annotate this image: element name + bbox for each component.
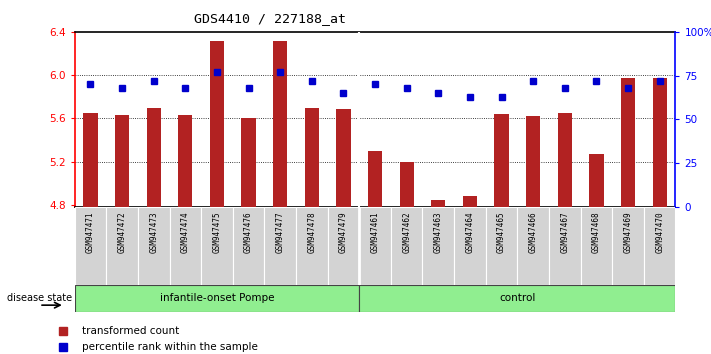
Bar bbox=[391, 207, 422, 285]
Bar bbox=[368, 151, 383, 207]
Bar bbox=[273, 40, 287, 207]
Text: disease state: disease state bbox=[7, 293, 73, 303]
Text: GSM947465: GSM947465 bbox=[497, 211, 506, 253]
Bar bbox=[494, 114, 508, 207]
Text: GSM947470: GSM947470 bbox=[655, 211, 664, 253]
Text: GSM947478: GSM947478 bbox=[307, 211, 316, 253]
Bar bbox=[264, 207, 296, 285]
Bar bbox=[115, 115, 129, 207]
Bar bbox=[210, 40, 224, 207]
Bar bbox=[305, 108, 319, 207]
Bar bbox=[454, 207, 486, 285]
Text: control: control bbox=[499, 293, 535, 303]
Bar bbox=[422, 207, 454, 285]
Bar bbox=[653, 78, 667, 207]
Bar bbox=[518, 207, 549, 285]
Text: GSM947466: GSM947466 bbox=[529, 211, 538, 253]
Bar bbox=[328, 207, 359, 285]
Text: GSM947461: GSM947461 bbox=[370, 211, 380, 253]
Bar bbox=[232, 207, 264, 285]
Bar bbox=[621, 78, 635, 207]
Text: GSM947464: GSM947464 bbox=[466, 211, 474, 253]
Bar bbox=[242, 118, 256, 207]
Bar bbox=[557, 113, 572, 207]
Text: GSM947462: GSM947462 bbox=[402, 211, 411, 253]
Text: infantile-onset Pompe: infantile-onset Pompe bbox=[160, 293, 274, 303]
Bar bbox=[75, 285, 359, 312]
Bar bbox=[106, 207, 138, 285]
Text: GSM947467: GSM947467 bbox=[560, 211, 570, 253]
Text: GSM947477: GSM947477 bbox=[276, 211, 284, 253]
Bar bbox=[75, 207, 106, 285]
Bar bbox=[589, 154, 604, 207]
Bar bbox=[486, 207, 518, 285]
Text: GSM947474: GSM947474 bbox=[181, 211, 190, 253]
Bar bbox=[178, 115, 193, 207]
Bar bbox=[296, 207, 328, 285]
Bar bbox=[612, 207, 644, 285]
Text: GSM947469: GSM947469 bbox=[624, 211, 633, 253]
Bar bbox=[336, 109, 351, 207]
Bar bbox=[169, 207, 201, 285]
Text: GSM947475: GSM947475 bbox=[213, 211, 221, 253]
Text: GSM947471: GSM947471 bbox=[86, 211, 95, 253]
Bar bbox=[201, 207, 232, 285]
Text: GSM947479: GSM947479 bbox=[339, 211, 348, 253]
Bar bbox=[644, 207, 675, 285]
Bar bbox=[431, 200, 445, 207]
Bar bbox=[146, 108, 161, 207]
Bar bbox=[400, 162, 414, 207]
Bar bbox=[83, 113, 97, 207]
Bar bbox=[549, 207, 581, 285]
Bar bbox=[359, 207, 391, 285]
Text: GSM947476: GSM947476 bbox=[244, 211, 253, 253]
Text: transformed count: transformed count bbox=[82, 326, 180, 336]
Bar bbox=[526, 116, 540, 207]
Bar bbox=[463, 196, 477, 207]
Text: percentile rank within the sample: percentile rank within the sample bbox=[82, 342, 258, 352]
Text: GSM947468: GSM947468 bbox=[592, 211, 601, 253]
Bar bbox=[138, 207, 169, 285]
Bar bbox=[359, 285, 675, 312]
Bar bbox=[581, 207, 612, 285]
Text: GSM947463: GSM947463 bbox=[434, 211, 443, 253]
Text: GDS4410 / 227188_at: GDS4410 / 227188_at bbox=[194, 12, 346, 25]
Text: GSM947472: GSM947472 bbox=[117, 211, 127, 253]
Text: GSM947473: GSM947473 bbox=[149, 211, 159, 253]
